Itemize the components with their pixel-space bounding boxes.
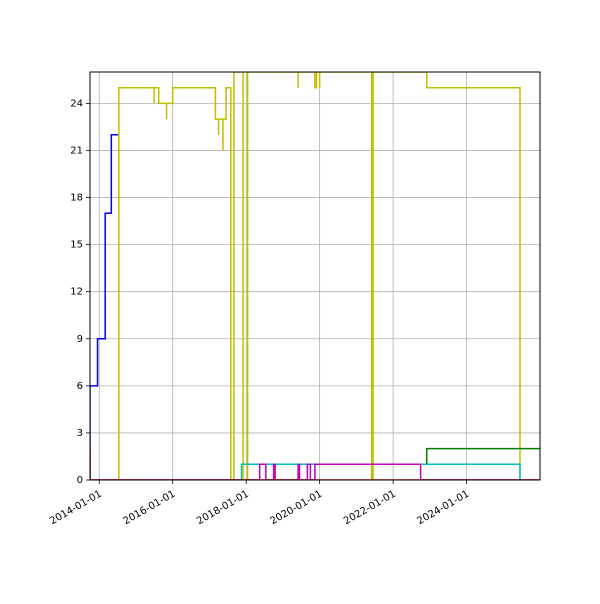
y-tick-label: 9 bbox=[77, 334, 83, 345]
y-tick-label: 6 bbox=[77, 381, 83, 392]
series-line bbox=[90, 134, 119, 480]
series-line bbox=[90, 463, 540, 480]
plot-frame bbox=[89, 71, 541, 481]
y-tick-label: 24 bbox=[70, 98, 83, 109]
y-tick-label: 0 bbox=[77, 475, 83, 486]
y-tick-label: 3 bbox=[77, 428, 83, 439]
y-tick-label: 21 bbox=[70, 145, 83, 156]
y-axis: 0 3 6 9 12 15 18 21 24 bbox=[70, 98, 90, 486]
series-line bbox=[118, 72, 521, 480]
series-line bbox=[426, 447, 540, 465]
y-tick-label: 18 bbox=[70, 193, 83, 204]
grid bbox=[90, 72, 540, 481]
y-tick-label: 15 bbox=[70, 240, 83, 251]
series-group bbox=[90, 72, 540, 480]
y-tick-label: 12 bbox=[70, 287, 83, 298]
